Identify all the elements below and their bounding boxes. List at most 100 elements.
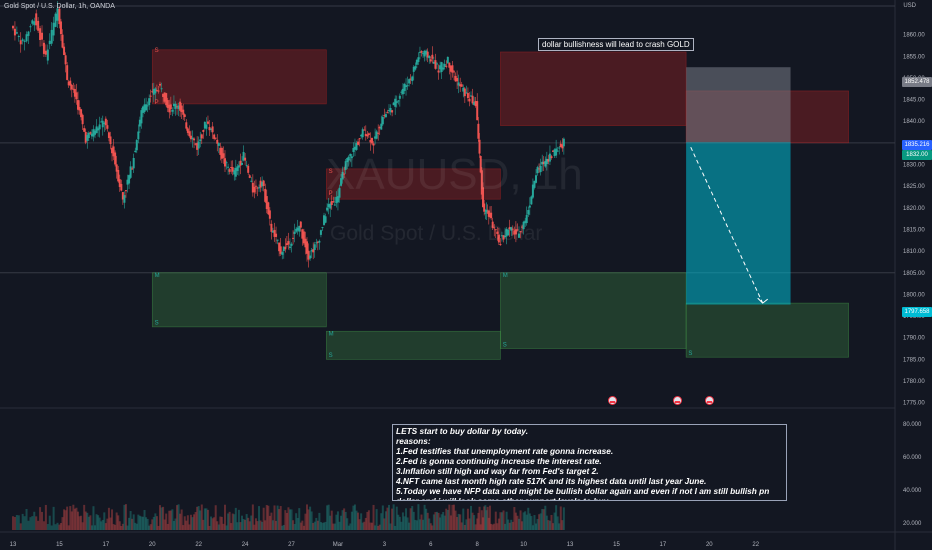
- economic-event-icon[interactable]: [608, 396, 617, 405]
- volume-bar: [194, 511, 197, 530]
- candle-body: [247, 165, 250, 173]
- note-line: reasons:: [396, 436, 431, 446]
- candle-body: [428, 55, 431, 59]
- volume-bar: [253, 524, 256, 530]
- candle-body: [545, 158, 548, 165]
- headline-annotation[interactable]: dollar bullishness will lead to crash GO…: [538, 38, 694, 51]
- candle-body: [104, 118, 107, 126]
- volume-bar: [353, 504, 356, 530]
- candle-body: [358, 138, 361, 140]
- candle-body: [285, 243, 288, 246]
- candle-body: [183, 114, 186, 117]
- symbol-title[interactable]: Gold Spot / U.S. Dollar, 1h, OANDA: [4, 3, 115, 10]
- candle-body: [487, 210, 490, 217]
- candle-body: [306, 241, 308, 254]
- candle-body: [400, 91, 403, 93]
- volume-bar: [460, 522, 463, 530]
- time-tick-label: 17: [102, 542, 109, 548]
- volume-bar: [293, 523, 296, 530]
- price-tick-label: 1775.00: [903, 401, 925, 407]
- candle-body: [343, 173, 346, 175]
- candle-body: [182, 109, 185, 115]
- volume-bar: [486, 506, 489, 530]
- candle-body: [552, 150, 555, 152]
- volume-bar: [140, 516, 143, 530]
- volume-bar: [370, 522, 373, 530]
- volume-bar: [270, 512, 273, 530]
- candle-body: [456, 78, 459, 82]
- volume-bar: [352, 505, 355, 530]
- candle-body: [483, 203, 486, 212]
- volume-bar: [104, 523, 107, 530]
- volume-bar: [223, 504, 226, 530]
- volume-bar: [126, 525, 129, 530]
- volume-bar: [84, 511, 87, 530]
- candle-body: [500, 235, 503, 237]
- candle-body: [355, 143, 358, 150]
- candle-body: [171, 110, 174, 112]
- volume-bar: [143, 509, 146, 530]
- candle-body: [443, 63, 446, 67]
- candle-body: [321, 227, 324, 229]
- candle-body: [78, 107, 81, 111]
- time-tick-label: 20: [706, 542, 713, 548]
- candle-body: [559, 143, 562, 147]
- volume-bar: [369, 522, 372, 530]
- candle-body: [259, 180, 262, 188]
- candle-body: [449, 65, 452, 72]
- volume-bar: [552, 523, 555, 530]
- economic-event-icon[interactable]: [705, 396, 714, 405]
- candle-body: [138, 119, 141, 127]
- volume-bar: [542, 509, 545, 530]
- candle-body: [152, 88, 155, 95]
- volume-bar: [485, 510, 488, 530]
- volume-bar: [355, 510, 358, 530]
- volume-bar: [103, 512, 106, 530]
- candle-body: [251, 182, 254, 193]
- candle-body: [471, 95, 474, 104]
- volume-bar: [172, 520, 175, 530]
- candle-body: [137, 131, 140, 140]
- candle-body: [124, 190, 127, 192]
- volume-bar: [245, 514, 248, 530]
- volume-bar: [70, 511, 73, 530]
- candle-body: [111, 147, 114, 154]
- candle-body: [505, 229, 508, 237]
- volume-bar: [185, 520, 188, 530]
- volume-bar: [216, 521, 219, 530]
- candle-body: [278, 242, 281, 252]
- volume-bar: [250, 515, 253, 530]
- candle-body: [535, 175, 538, 183]
- notes-annotation[interactable]: LETS start to buy dollar by today. reaso…: [392, 424, 787, 501]
- volume-bar: [304, 513, 307, 530]
- note-line: 2.Fed is gonna continuing increase the i…: [396, 456, 602, 466]
- candle-body: [408, 79, 411, 84]
- candle-body: [326, 207, 329, 211]
- candle-body: [516, 229, 519, 231]
- candle-body: [188, 131, 191, 137]
- volume-bar: [545, 515, 548, 530]
- volume-bar: [37, 520, 40, 530]
- candle-body: [378, 127, 381, 129]
- candle-body: [168, 104, 171, 113]
- volume-bar: [422, 519, 425, 530]
- candle-body: [298, 225, 301, 232]
- volume-bar: [484, 505, 487, 530]
- volume-bar: [287, 507, 290, 530]
- candle-body: [261, 182, 264, 187]
- volume-bar: [46, 524, 49, 530]
- candle-body: [309, 255, 312, 259]
- volume-bar: [323, 522, 326, 530]
- economic-event-icon[interactable]: [673, 396, 682, 405]
- volume-bar: [403, 516, 406, 530]
- candle-body: [372, 143, 375, 146]
- candle-body: [270, 223, 273, 232]
- volume-bar: [109, 517, 112, 530]
- projection-stop-zone: [686, 141, 791, 305]
- volume-bar: [487, 517, 490, 530]
- volume-bar: [89, 515, 92, 530]
- candle-body: [279, 246, 282, 254]
- volume-bar: [101, 519, 104, 530]
- candle-body: [302, 231, 305, 244]
- volume-bar: [239, 522, 242, 530]
